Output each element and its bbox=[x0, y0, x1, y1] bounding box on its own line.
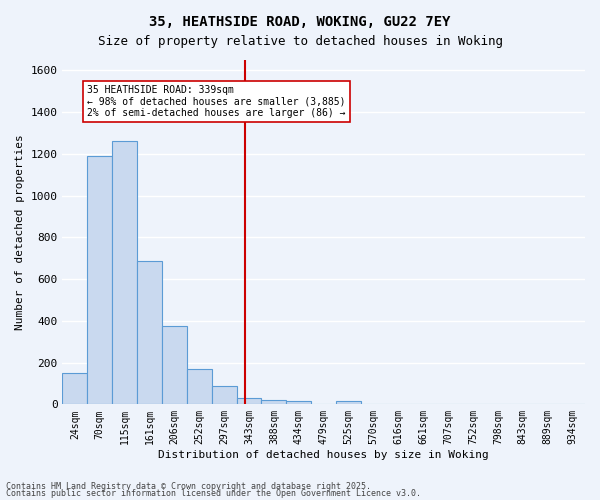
Bar bbox=[88, 156, 112, 404]
Y-axis label: Number of detached properties: Number of detached properties bbox=[15, 134, 25, 330]
X-axis label: Distribution of detached houses by size in Woking: Distribution of detached houses by size … bbox=[158, 450, 489, 460]
Text: Size of property relative to detached houses in Woking: Size of property relative to detached ho… bbox=[97, 35, 503, 48]
Bar bbox=[162, 326, 187, 404]
Bar bbox=[336, 401, 361, 404]
Bar bbox=[112, 142, 137, 404]
Bar bbox=[286, 401, 311, 404]
Bar bbox=[262, 400, 286, 404]
Text: 35, HEATHSIDE ROAD, WOKING, GU22 7EY: 35, HEATHSIDE ROAD, WOKING, GU22 7EY bbox=[149, 15, 451, 29]
Bar bbox=[187, 369, 212, 404]
Bar bbox=[236, 398, 262, 404]
Text: Contains HM Land Registry data © Crown copyright and database right 2025.: Contains HM Land Registry data © Crown c… bbox=[6, 482, 371, 491]
Text: 35 HEATHSIDE ROAD: 339sqm
← 98% of detached houses are smaller (3,885)
2% of sem: 35 HEATHSIDE ROAD: 339sqm ← 98% of detac… bbox=[88, 85, 346, 118]
Bar bbox=[212, 386, 236, 404]
Text: Contains public sector information licensed under the Open Government Licence v3: Contains public sector information licen… bbox=[6, 489, 421, 498]
Bar bbox=[137, 262, 162, 404]
Bar bbox=[62, 373, 88, 404]
